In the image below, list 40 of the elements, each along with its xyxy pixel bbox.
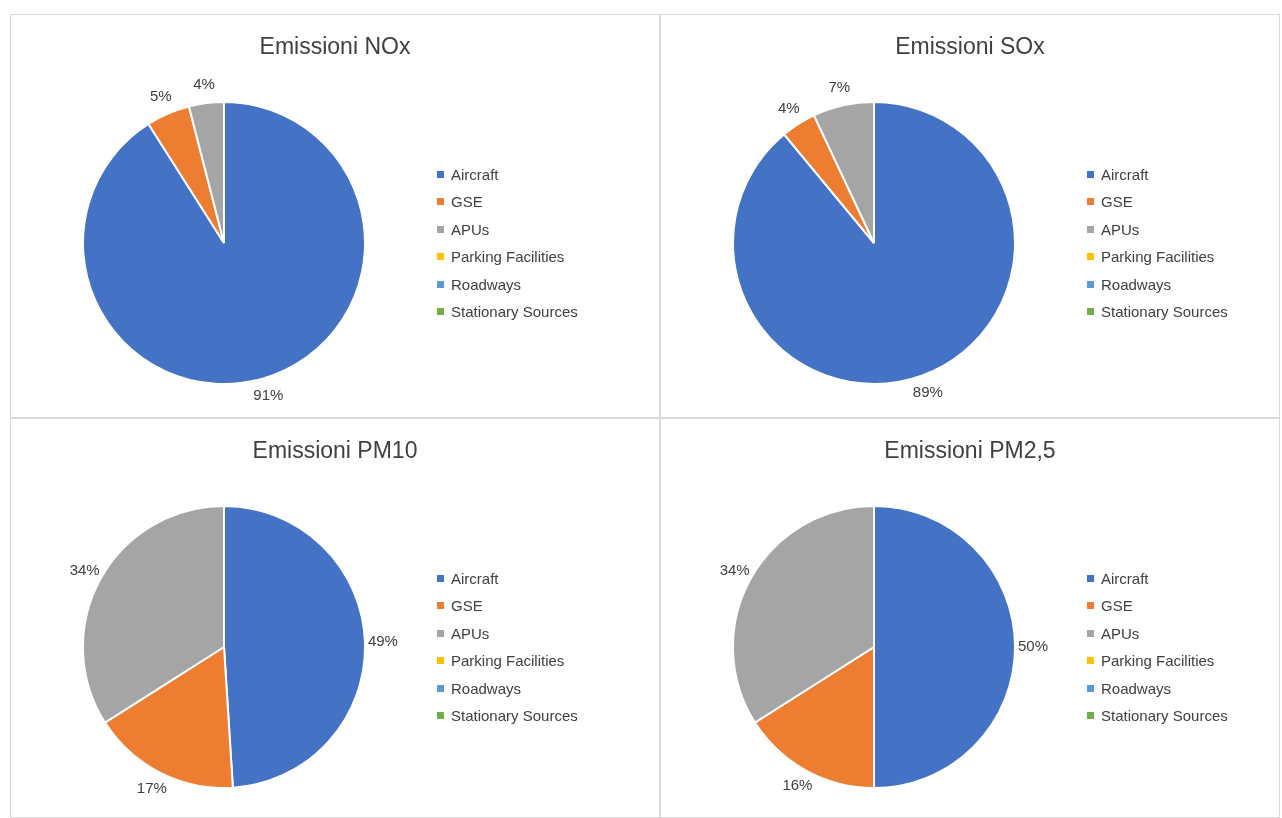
data-label: 49% xyxy=(367,632,398,650)
legend-label: Parking Facilities xyxy=(450,651,566,671)
legend-label: Parking Facilities xyxy=(1100,651,1216,671)
legend-label: Roadways xyxy=(450,274,523,294)
legend-label: Roadways xyxy=(450,678,523,698)
legend-label: APUs xyxy=(1100,219,1141,239)
data-label: 89% xyxy=(912,382,943,400)
legend-label: Roadways xyxy=(1100,274,1173,294)
data-label: 34% xyxy=(719,560,750,578)
legend-label: Stationary Sources xyxy=(1100,706,1228,726)
legend-label: Roadways xyxy=(1100,678,1173,698)
legend-label: Stationary Sources xyxy=(450,706,578,726)
data-label: 17% xyxy=(136,778,167,796)
data-label: 7% xyxy=(828,77,851,95)
data-label: 34% xyxy=(69,560,100,578)
legend-label: GSE xyxy=(450,596,484,616)
legend-label: GSE xyxy=(1100,192,1134,212)
legend-label: APUs xyxy=(450,219,491,239)
legend-label: Stationary Sources xyxy=(450,302,578,322)
data-label: 16% xyxy=(782,776,813,794)
data-label: 91% xyxy=(253,385,284,403)
chart-title: Emissioni PM10 xyxy=(251,437,419,465)
legend-label: Aircraft xyxy=(450,568,500,588)
legend-label: APUs xyxy=(1100,623,1141,643)
chart-title: Emissioni NOx xyxy=(258,33,412,61)
legend-label: Parking Facilities xyxy=(450,247,566,267)
legend-label: GSE xyxy=(1100,596,1134,616)
legend-label: Parking Facilities xyxy=(1100,247,1216,267)
legend-label: APUs xyxy=(450,623,491,643)
legend-label: GSE xyxy=(450,192,484,212)
data-label: 4% xyxy=(193,75,215,93)
legend-label: Stationary Sources xyxy=(1100,302,1228,322)
legend-label: Aircraft xyxy=(1100,164,1150,184)
legend-label: Aircraft xyxy=(450,164,500,184)
chart-title: Emissioni SOx xyxy=(894,33,1046,61)
chart-title: Emissioni PM2,5 xyxy=(883,437,1057,465)
legend-label: Aircraft xyxy=(1100,568,1150,588)
data-label: 5% xyxy=(150,87,172,105)
data-label: 50% xyxy=(1017,637,1049,655)
data-label: 4% xyxy=(777,98,800,116)
